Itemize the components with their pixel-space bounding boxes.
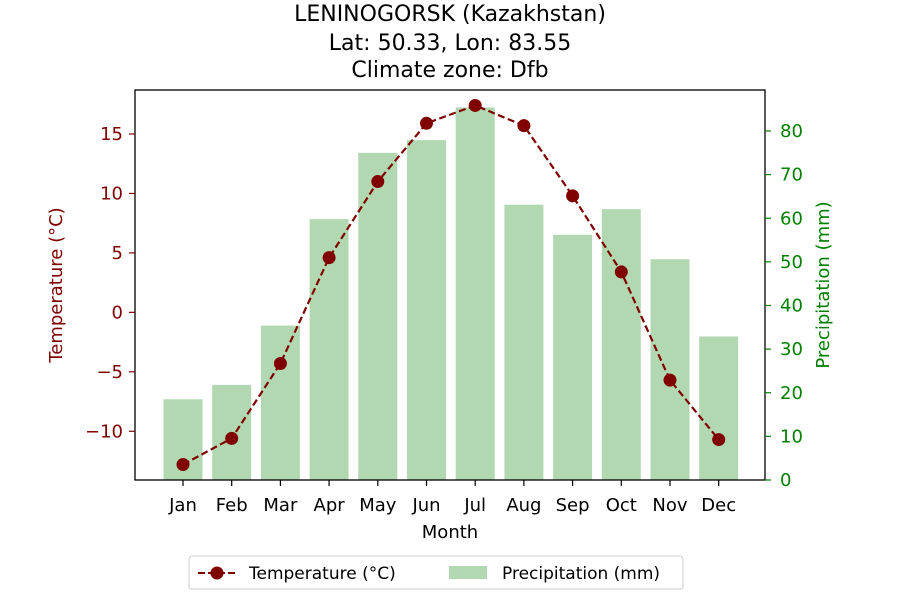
temperature-point-jun <box>420 116 433 130</box>
x-tick-label: Dec <box>701 495 736 516</box>
temperature-point-dec <box>712 433 726 447</box>
temperature-line <box>182 104 720 466</box>
x-tick-label: Aug <box>506 495 541 516</box>
legend-precipitation-swatch <box>449 566 487 579</box>
legend-box <box>188 555 684 590</box>
x-tick-label: Feb <box>216 495 248 516</box>
precipitation-tick-label: 40 <box>780 296 803 317</box>
precipitation-tick-label: 60 <box>780 208 803 229</box>
temperature-axis-label: Temperature (°C) <box>46 207 67 363</box>
chart-title-line-1: LENINOGORSK (Kazakhstan) <box>294 2 606 27</box>
precipitation-tick-label: 70 <box>780 165 803 186</box>
temperature-series <box>176 98 726 472</box>
temperature-tick-label: 5 <box>112 243 123 264</box>
precipitation-tick-label: 0 <box>780 470 791 491</box>
precipitation-tick-label: 80 <box>780 121 803 142</box>
temperature-tick-label: 0 <box>112 302 123 323</box>
x-tick-label: Jul <box>463 495 486 516</box>
x-tick-label: Oct <box>606 495 637 516</box>
precipitation-axis-label: Precipitation (mm) <box>813 201 834 368</box>
x-tick-label: Apr <box>314 495 346 516</box>
temperature-point-feb <box>225 431 239 445</box>
temperature-tick-label: 15 <box>100 124 123 145</box>
precipitation-bar-mar <box>260 325 300 480</box>
temperature-point-aug <box>517 119 531 133</box>
x-tick-label: Mar <box>263 495 298 516</box>
precipitation-bar-nov <box>650 259 690 480</box>
temperature-point-mar <box>273 356 287 370</box>
x-tick-label: May <box>359 495 397 516</box>
precipitation-axis: 0 10 20 30 40 50 60 70 80 <box>765 121 803 491</box>
precipitation-bar-sep <box>553 234 593 480</box>
x-tick-label: Jan <box>168 495 197 516</box>
precipitation-bar-jun <box>407 140 446 480</box>
precipitation-bar-aug <box>504 204 544 480</box>
temperature-tick-label: 10 <box>100 183 123 204</box>
legend: Temperature (°C) Precipitation (mm) <box>188 555 684 590</box>
x-tick-label: Sep <box>556 495 590 516</box>
temperature-tick-label: −5 <box>96 362 123 383</box>
precipitation-bars <box>163 107 739 481</box>
x-tick-label: Jun <box>411 495 440 516</box>
x-axis-label: Month <box>422 522 478 543</box>
precipitation-tick-label: 20 <box>780 383 803 404</box>
chart-title-line-3: Climate zone: Dfb <box>351 58 548 83</box>
temperature-point-may <box>371 175 385 189</box>
temperature-point-apr <box>322 251 336 265</box>
temperature-point-sep <box>566 189 580 203</box>
precipitation-bar-dec <box>699 336 739 480</box>
plot-frame <box>134 89 766 481</box>
precipitation-tick-label: 50 <box>780 252 803 273</box>
legend-temperature-marker <box>210 566 224 580</box>
precipitation-bar-may <box>358 152 398 480</box>
x-tick-label: Nov <box>652 495 687 516</box>
legend-temperature-label: Temperature (°C) <box>248 564 396 584</box>
temperature-point-jan <box>176 458 190 472</box>
temperature-axis: −10 −5 0 5 10 15 <box>85 124 135 442</box>
chart-title-line-2: Lat: 50.33, Lon: 83.55 <box>329 31 571 56</box>
legend-precipitation-label: Precipitation (mm) <box>502 564 660 584</box>
x-axis: Jan Feb Mar Apr May Jun Jul Aug Sep Oct Nov Dec <box>168 480 736 516</box>
temperature-point-oct <box>614 265 628 279</box>
precipitation-tick-label: 30 <box>780 339 803 360</box>
precipitation-bar-jul <box>455 107 495 481</box>
temperature-point-nov <box>663 373 677 387</box>
temperature-tick-label: −10 <box>85 421 123 442</box>
precipitation-bar-oct <box>601 209 641 480</box>
precipitation-tick-label: 10 <box>780 426 803 447</box>
temperature-point-jul <box>468 98 482 112</box>
